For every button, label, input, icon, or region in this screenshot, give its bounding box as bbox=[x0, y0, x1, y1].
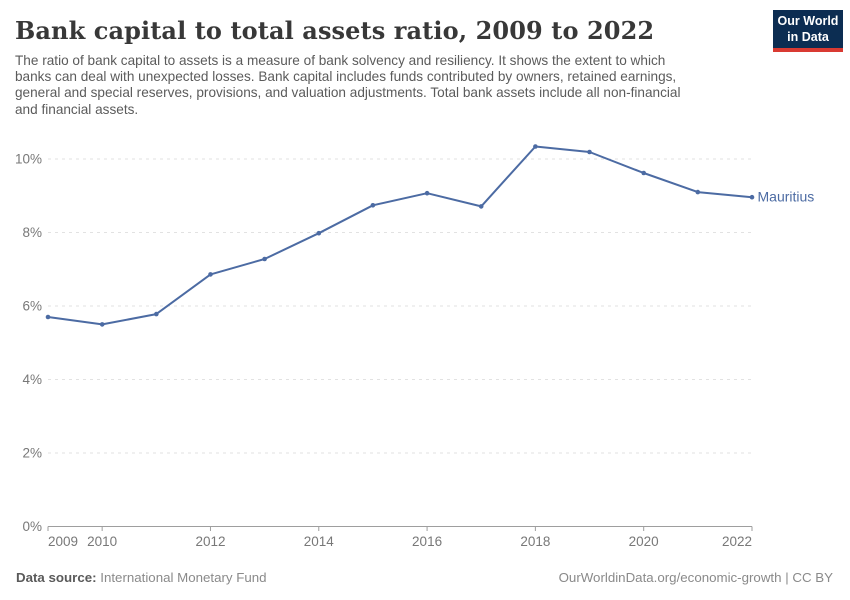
y-axis-tick-label: 8% bbox=[22, 225, 42, 240]
x-axis-tick-label: 2010 bbox=[87, 534, 117, 549]
page-title: Bank capital to total assets ratio, 2009… bbox=[15, 16, 655, 45]
y-axis-tick-label: 2% bbox=[22, 446, 42, 461]
series-point[interactable] bbox=[424, 190, 430, 196]
x-axis-tick-label: 2009 bbox=[48, 534, 78, 549]
series-entity-label[interactable]: Mauritius bbox=[758, 189, 815, 205]
x-axis-tick-label: 2014 bbox=[304, 534, 335, 549]
chart-subtitle: The ratio of bank capital to assets is a… bbox=[15, 53, 760, 118]
series-point[interactable] bbox=[695, 189, 701, 195]
x-axis-tick-label: 2018 bbox=[520, 534, 550, 549]
y-axis-tick-label: 10% bbox=[15, 152, 42, 167]
x-axis-tick-label: 2020 bbox=[629, 534, 659, 549]
series-point[interactable] bbox=[45, 314, 51, 320]
line-chart-canvas[interactable]: 0% 2% 4% 6% 8% 10% 2009 2010 2012 2014 2016 2018 202… bbox=[0, 0, 850, 562]
owid-logo[interactable]: Our World in Data bbox=[773, 10, 843, 52]
y-axis-tick-label: 0% bbox=[22, 519, 42, 534]
series-point[interactable] bbox=[533, 144, 538, 149]
data-source: Data source: International Monetary Fund bbox=[16, 570, 267, 585]
series-point[interactable] bbox=[370, 203, 376, 208]
y-axis-tick-label: 4% bbox=[22, 372, 42, 387]
subtitle-line: general and special reserves, provisions… bbox=[15, 85, 681, 101]
x-axis-tick-label: 2016 bbox=[412, 534, 442, 549]
series-point[interactable] bbox=[154, 311, 159, 317]
series-point[interactable] bbox=[208, 272, 213, 277]
series-point[interactable] bbox=[641, 170, 646, 176]
series-point[interactable] bbox=[262, 256, 267, 262]
x-axis-tick-label: 2022 bbox=[722, 534, 752, 549]
x-axis-tick-label: 2012 bbox=[195, 534, 225, 549]
data-source-value: International Monetary Fund bbox=[100, 569, 267, 585]
series-point[interactable] bbox=[316, 230, 322, 236]
credit-line: OurWorldinData.org/economic-growth | CC … bbox=[558, 569, 833, 585]
subtitle-line: The ratio of bank capital to assets is a… bbox=[15, 53, 666, 68]
subtitle-line: banks can deal with unexpected losses. B… bbox=[15, 69, 677, 85]
line-chart[interactable]: 0% 2% 4% 6% 8% 10% 2009 2010 2012 2014 2016 2018 202… bbox=[0, 0, 850, 562]
series-point[interactable] bbox=[749, 194, 755, 200]
series-point[interactable] bbox=[99, 322, 105, 327]
series-line[interactable] bbox=[47, 145, 753, 326]
subtitle-line: and financial assets. bbox=[15, 101, 139, 117]
series-point[interactable] bbox=[478, 204, 484, 209]
data-source-label: Data source: bbox=[16, 569, 97, 585]
owid-logo-line2: in Data bbox=[787, 29, 829, 44]
series-point[interactable] bbox=[587, 149, 592, 155]
y-axis-tick-label: 6% bbox=[22, 299, 42, 314]
chart-footer: Data source: International Monetary Fund… bbox=[16, 568, 833, 586]
owid-logo-line1: Our World bbox=[777, 14, 839, 28]
